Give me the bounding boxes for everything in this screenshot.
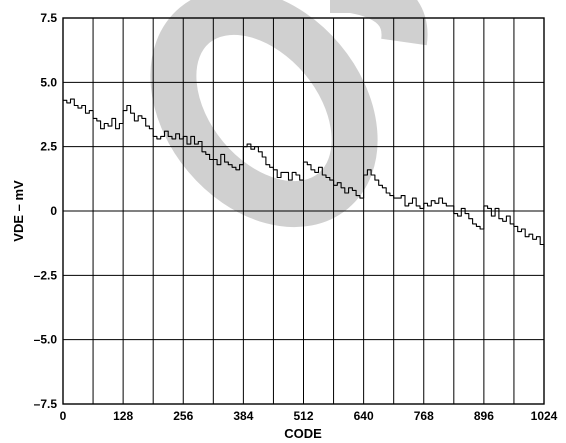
x-axis-title: CODE (284, 426, 322, 441)
x-tick-label: 256 (173, 409, 193, 423)
x-tick-label: 896 (474, 409, 494, 423)
obsolete-watermark (150, 0, 428, 228)
x-tick-label: 768 (414, 409, 434, 423)
y-tick-label: –5.0 (34, 333, 58, 347)
x-tick-label: 128 (113, 409, 133, 423)
y-tick-labels: 7.5 5.0 2.5 0 –2.5 –5.0 –7.5 (34, 11, 58, 411)
x-tick-label: 640 (354, 409, 374, 423)
x-tick-label: 384 (233, 409, 253, 423)
y-tick-label: 7.5 (40, 11, 57, 25)
x-tick-label: 512 (293, 409, 313, 423)
y-tick-label: 2.5 (40, 140, 57, 154)
y-tick-label: 5.0 (40, 75, 57, 89)
y-axis-title: VDE – mV (11, 180, 26, 242)
x-tick-label: 1024 (531, 409, 558, 423)
y-tick-label: –2.5 (34, 268, 58, 282)
plot-frame (62, 17, 545, 405)
series-layer (63, 98, 545, 247)
plot-grid (63, 18, 544, 404)
series-line (63, 98, 545, 247)
x-tick-labels: 0 128 256 384 512 640 768 896 1024 (60, 409, 558, 423)
y-tick-label: 0 (50, 204, 57, 218)
y-tick-label: –7.5 (34, 397, 58, 411)
x-tick-label: 0 (60, 409, 67, 423)
